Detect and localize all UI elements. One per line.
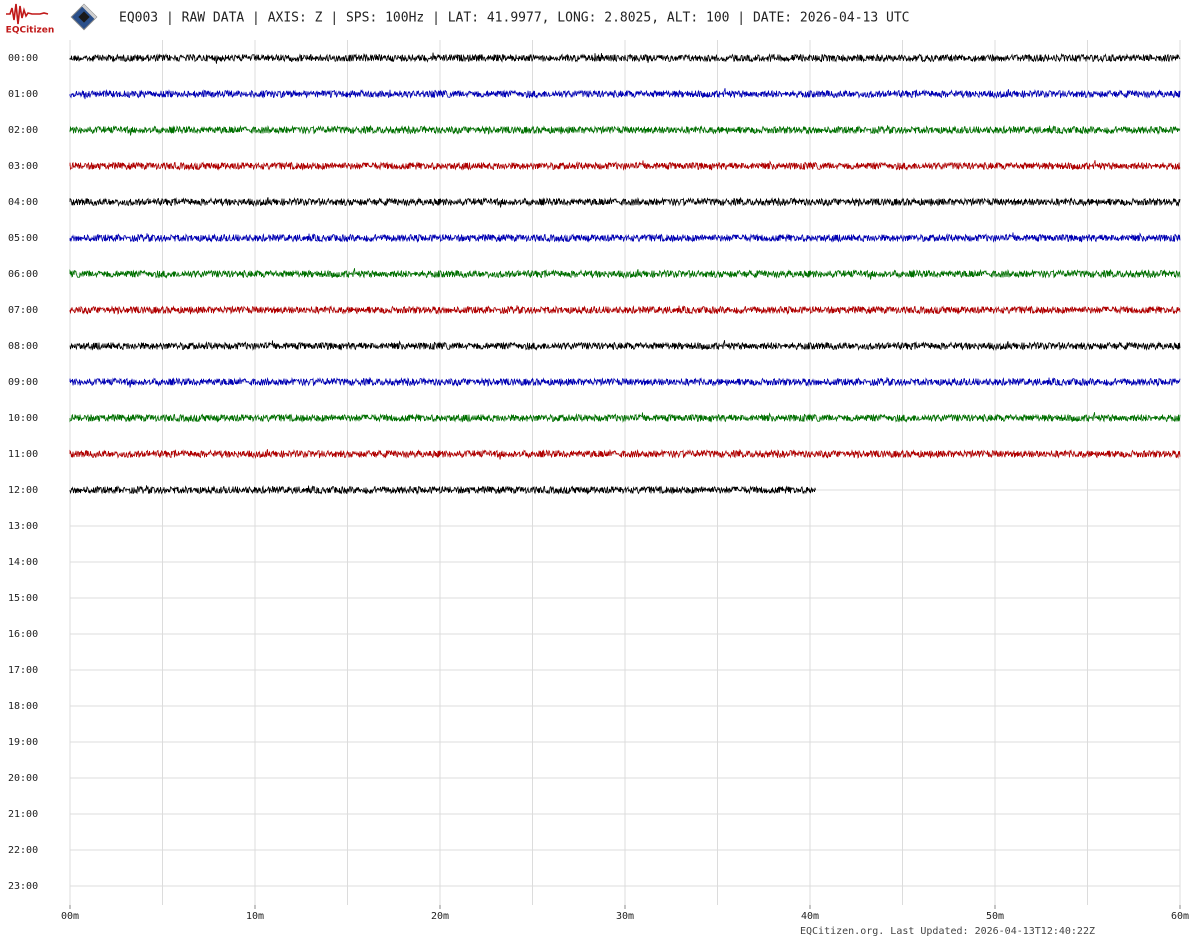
- logo: EQCitizen: [6, 3, 98, 36]
- trace: [69, 412, 1181, 423]
- row-label: 05:00: [8, 233, 38, 244]
- x-tick-label: 60m: [1171, 911, 1189, 922]
- row-label: 14:00: [8, 557, 38, 568]
- x-tick-label: 10m: [246, 911, 264, 922]
- row-label: 03:00: [8, 161, 38, 172]
- trace: [69, 485, 816, 495]
- row-label: 18:00: [8, 701, 38, 712]
- footer: EQCitizen.org. Last Updated: 2026-04-13T…: [800, 926, 1095, 937]
- trace: [69, 448, 1181, 460]
- trace: [69, 376, 1181, 388]
- x-tick-label: 40m: [801, 911, 819, 922]
- trace: [69, 52, 1181, 64]
- row-label: 19:00: [8, 737, 38, 748]
- row-label: 06:00: [8, 269, 38, 280]
- trace: [69, 268, 1181, 280]
- row-label: 21:00: [8, 809, 38, 820]
- x-tick-label: 50m: [986, 911, 1004, 922]
- row-label: 12:00: [8, 485, 38, 496]
- row-label: 20:00: [8, 773, 38, 784]
- row-label: 04:00: [8, 197, 38, 208]
- row-label: 07:00: [8, 305, 38, 316]
- row-label: 09:00: [8, 377, 38, 388]
- x-tick-label: 20m: [431, 911, 449, 922]
- trace: [69, 124, 1181, 136]
- row-label: 11:00: [8, 449, 38, 460]
- logo-wave: [6, 3, 49, 25]
- trace: [69, 160, 1181, 171]
- row-label: 22:00: [8, 845, 38, 856]
- row-label: 01:00: [8, 89, 38, 100]
- row-label: 08:00: [8, 341, 38, 352]
- x-tick-label: 30m: [616, 911, 634, 922]
- chart-title: EQ003 | RAW DATA | AXIS: Z | SPS: 100Hz …: [119, 11, 910, 26]
- row-label: 13:00: [8, 521, 38, 532]
- row-label: 16:00: [8, 629, 38, 640]
- row-label: 00:00: [8, 53, 38, 64]
- row-label: 15:00: [8, 593, 38, 604]
- row-label: 17:00: [8, 665, 38, 676]
- trace: [69, 88, 1181, 100]
- trace: [69, 196, 1181, 208]
- trace: [69, 305, 1181, 315]
- logo-text: EQCitizen: [6, 26, 55, 36]
- x-tick-label: 00m: [61, 911, 79, 922]
- trace: [69, 340, 1181, 351]
- row-label: 10:00: [8, 413, 38, 424]
- chip-icon: [70, 3, 98, 31]
- trace: [69, 232, 1181, 243]
- row-label: 23:00: [8, 881, 38, 892]
- row-label: 02:00: [8, 125, 38, 136]
